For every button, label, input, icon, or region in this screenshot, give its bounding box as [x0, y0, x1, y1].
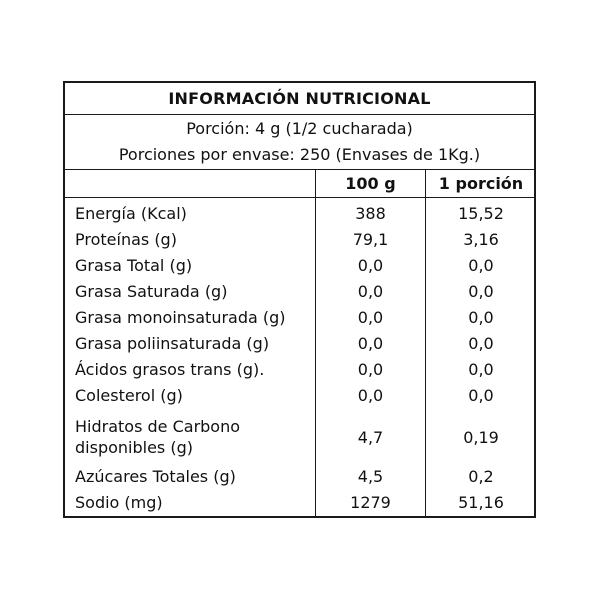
nutrient-label: Grasa Total (g): [75, 256, 193, 275]
value-per-serving: 51,16: [458, 493, 504, 512]
value-per-100g: 1279: [350, 493, 391, 512]
nutrient-label: Azúcares Totales (g): [75, 467, 236, 486]
value-per-100g: 0,0: [357, 308, 384, 327]
nutrient-label: Grasa Saturada (g): [75, 282, 228, 301]
value-per-serving: 0,0: [468, 334, 494, 353]
table-title: INFORMACIÓN NUTRICIONAL: [65, 83, 534, 115]
value-per-serving: 0,19: [463, 428, 499, 447]
nutrient-label: Energía (Kcal): [75, 204, 187, 223]
value-per-100g: 0,0: [357, 256, 384, 275]
nutrition-facts-table: INFORMACIÓN NUTRICIONAL Porción: 4 g (1/…: [63, 81, 536, 518]
serving-size: Porción: 4 g (1/2 cucharada): [186, 119, 413, 138]
value-per-100g: 388: [355, 204, 386, 223]
nutrient-label: Colesterol (g): [75, 386, 183, 405]
nutrient-label-line: Hidratos de Carbono: [75, 417, 241, 436]
value-per-serving: 0,0: [468, 386, 494, 405]
column-header-row: 100 g 1 porción: [65, 170, 534, 198]
value-per-100g: 79,1: [352, 230, 389, 249]
value-per-100g: 0,0: [357, 282, 384, 301]
value-per-serving: 0,2: [468, 467, 494, 486]
column-header-serving: 1 porción: [438, 174, 524, 193]
nutrient-label-line: disponibles (g): [75, 438, 193, 457]
value-per-serving: 15,52: [458, 204, 504, 223]
nutrient-label: Hidratos de Carbono disponibles (g): [75, 416, 240, 458]
value-per-serving: 0,0: [468, 308, 494, 327]
nutrient-label: Ácidos grasos trans (g).: [75, 360, 265, 379]
value-per-serving: 3,16: [463, 230, 499, 249]
value-per-100g: 4,5: [357, 467, 384, 486]
nutrient-label: Sodio (mg): [75, 493, 163, 512]
nutrient-label: Grasa monoinsaturada (g): [75, 308, 286, 327]
value-per-100g: 0,0: [357, 360, 384, 379]
value-per-serving: 0,0: [468, 360, 494, 379]
nutrient-label: Grasa poliinsaturada (g): [75, 334, 270, 353]
column-divider: [425, 170, 426, 516]
nutrient-label: Proteínas (g): [75, 230, 177, 249]
servings-per-container: Porciones por envase: 250 (Envases de 1K…: [65, 143, 534, 170]
value-per-serving: 0,0: [468, 282, 494, 301]
column-header-100g: 100 g: [345, 174, 396, 193]
column-divider: [315, 170, 316, 516]
value-per-100g: 0,0: [357, 334, 384, 353]
value-per-100g: 0,0: [357, 386, 384, 405]
value-per-100g: 4,7: [357, 428, 384, 447]
value-per-serving: 0,0: [468, 256, 494, 275]
